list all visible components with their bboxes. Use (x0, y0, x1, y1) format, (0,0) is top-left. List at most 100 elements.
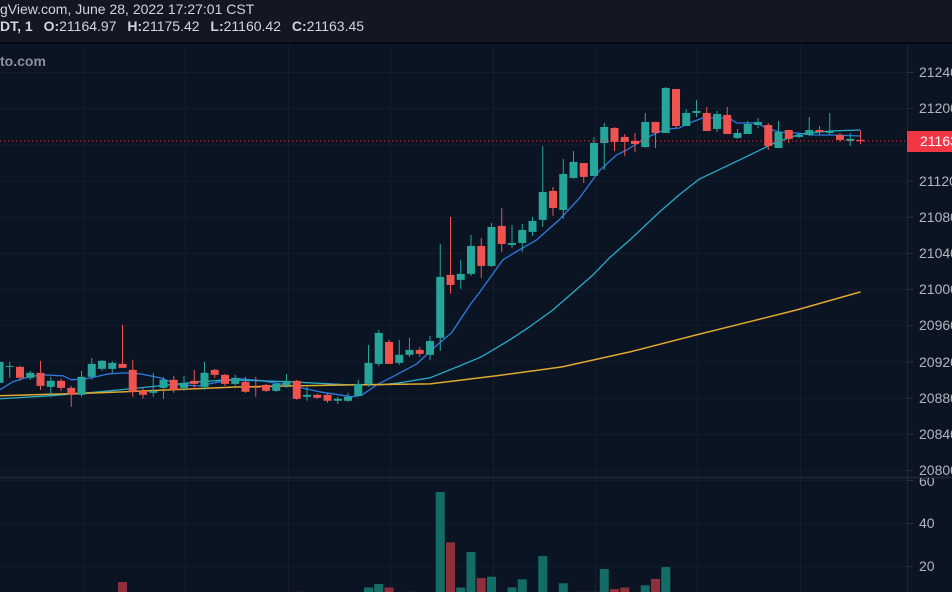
candle[interactable] (323, 392, 332, 403)
candle[interactable] (631, 132, 639, 152)
candle[interactable] (774, 120, 783, 148)
candle[interactable] (477, 237, 486, 278)
candle[interactable] (87, 357, 96, 380)
volume-bar[interactable] (456, 587, 466, 592)
candle[interactable] (518, 223, 527, 252)
candle[interactable] (118, 324, 127, 368)
candle[interactable] (672, 89, 680, 128)
candle[interactable] (569, 150, 578, 179)
volume-axis[interactable]: 60 40 20 (908, 478, 952, 592)
price-axis[interactable]: 21240 21200 21120 21080 21040 21000 2096… (908, 44, 952, 477)
candle[interactable] (805, 116, 814, 136)
candle[interactable] (159, 376, 168, 399)
candle[interactable] (528, 216, 537, 236)
candle[interactable] (46, 376, 55, 397)
volume-bar[interactable] (558, 583, 568, 592)
volume-bar[interactable] (446, 542, 455, 592)
volume-bar[interactable] (538, 556, 548, 592)
candle[interactable] (303, 386, 311, 401)
candle[interactable] (128, 359, 137, 397)
candle[interactable] (292, 379, 301, 400)
volume-bar[interactable] (466, 552, 476, 592)
candle[interactable] (795, 134, 803, 138)
candle[interactable] (538, 145, 547, 227)
candle[interactable] (856, 130, 865, 144)
candle[interactable] (210, 368, 219, 378)
candle[interactable] (385, 339, 393, 364)
candle[interactable] (354, 379, 363, 397)
candle[interactable] (231, 374, 240, 386)
candle[interactable] (36, 360, 45, 390)
volume-bar[interactable] (661, 567, 671, 592)
candle[interactable] (497, 207, 506, 252)
candle[interactable] (743, 120, 752, 134)
volume-bar[interactable] (118, 582, 127, 592)
candle[interactable] (98, 359, 106, 371)
candle[interactable] (200, 361, 209, 390)
candle[interactable] (590, 136, 598, 176)
volume-bar[interactable] (610, 589, 619, 592)
volume-bar[interactable] (640, 585, 650, 592)
candle[interactable] (57, 378, 65, 391)
symbol-interval[interactable]: DT, 1 (0, 18, 33, 34)
candle[interactable] (180, 375, 188, 391)
candle[interactable] (436, 243, 445, 351)
candle[interactable] (549, 186, 557, 216)
candle[interactable] (559, 158, 568, 219)
candle[interactable] (67, 385, 76, 407)
volume-bar[interactable] (384, 587, 394, 592)
candle[interactable] (846, 132, 855, 146)
candle[interactable] (446, 216, 455, 294)
candle[interactable] (713, 110, 721, 132)
candle[interactable] (374, 329, 383, 366)
volume-pane[interactable] (118, 492, 671, 592)
candle[interactable] (825, 112, 834, 135)
candle[interactable] (149, 372, 158, 397)
candle[interactable] (415, 346, 424, 357)
candle[interactable] (723, 107, 732, 134)
candle[interactable] (262, 383, 270, 392)
candle[interactable] (139, 387, 147, 399)
volume-bar[interactable] (517, 579, 527, 592)
candle[interactable] (682, 108, 691, 127)
candle[interactable] (282, 373, 291, 388)
candle[interactable] (579, 162, 588, 183)
candle[interactable] (641, 112, 650, 148)
candle[interactable] (456, 259, 465, 289)
candle[interactable] (313, 393, 322, 399)
candle[interactable] (333, 396, 342, 404)
candle[interactable] (108, 360, 117, 373)
candle[interactable] (764, 123, 773, 150)
candle[interactable] (169, 375, 178, 393)
volume-bar[interactable] (476, 578, 486, 592)
volume-bar[interactable] (507, 587, 517, 592)
candle[interactable] (364, 344, 373, 387)
candle[interactable] (405, 337, 414, 357)
candle[interactable] (26, 370, 35, 380)
candle[interactable] (702, 107, 711, 131)
volume-bar[interactable] (487, 576, 496, 592)
candle[interactable] (600, 123, 609, 170)
candle[interactable] (467, 234, 475, 276)
candle[interactable] (426, 335, 434, 360)
candle[interactable] (815, 126, 824, 135)
candle[interactable] (272, 382, 281, 392)
candle[interactable] (5, 361, 14, 378)
candle[interactable] (395, 339, 404, 365)
candle[interactable] (0, 360, 4, 386)
volume-bar[interactable] (435, 492, 445, 592)
volume-bar[interactable] (651, 578, 660, 592)
candle[interactable] (651, 121, 660, 148)
candle[interactable] (692, 99, 701, 117)
candle[interactable] (754, 117, 762, 128)
volume-bar[interactable] (374, 584, 384, 592)
candle[interactable] (487, 222, 496, 267)
candle[interactable] (610, 126, 619, 151)
candle[interactable] (251, 376, 260, 397)
candle[interactable] (733, 128, 742, 139)
candle[interactable] (836, 132, 844, 142)
volume-bar[interactable] (364, 587, 373, 592)
candle[interactable] (620, 133, 629, 156)
volume-bar[interactable] (620, 587, 630, 592)
